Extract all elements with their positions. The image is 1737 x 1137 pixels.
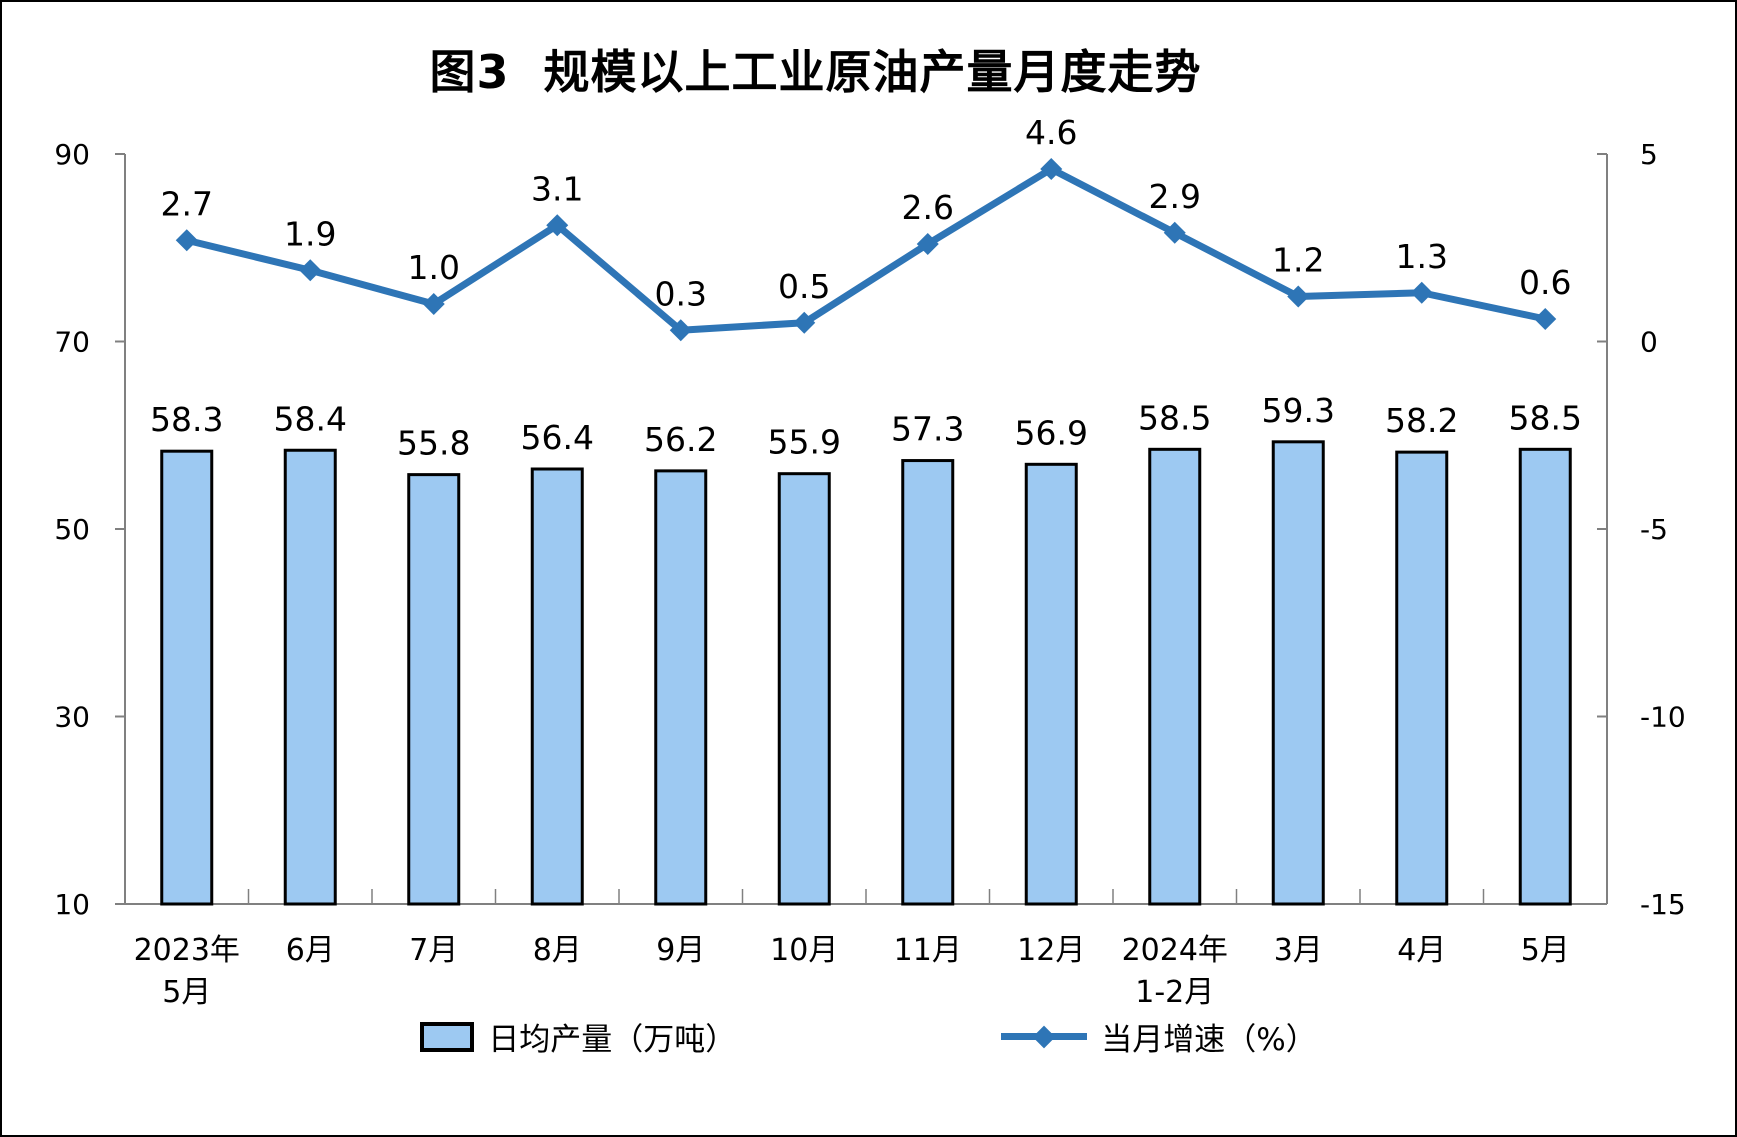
- bar: [530, 467, 584, 906]
- line-value-label: 0.6: [1519, 263, 1571, 302]
- bar: [160, 449, 214, 906]
- line-value-label: 2.7: [161, 184, 213, 223]
- line-marker: [1163, 221, 1186, 244]
- x-axis-category-label: 5月: [1521, 933, 1570, 968]
- chart-title: 图3 规模以上工业原油产量月度走势: [429, 45, 1202, 99]
- legend-bar-label: 日均产量（万吨）: [488, 1022, 737, 1058]
- bar: [901, 459, 955, 906]
- line-value-label: 1.0: [408, 248, 460, 287]
- bar-value-label: 58.5: [1509, 398, 1582, 437]
- legend-item-line: 当月增速（%）: [1001, 1014, 1317, 1059]
- bar-value-label: 55.8: [397, 424, 470, 463]
- bar-value-label: 58.4: [274, 399, 347, 438]
- bar: [654, 469, 708, 906]
- right-axis-tick-label: -10: [1640, 701, 1686, 734]
- line-marker: [1040, 158, 1063, 180]
- bar-value-label: 56.9: [1015, 413, 1088, 452]
- line-marker: [1410, 281, 1433, 304]
- right-axis-tick-label: 5: [1640, 138, 1658, 171]
- x-axis-category-label: 6月: [286, 933, 335, 968]
- x-axis-category-label: 2024年 1-2月: [1122, 933, 1228, 1010]
- diamond-marker-icon: [1032, 1025, 1056, 1048]
- line-marker: [1287, 285, 1310, 308]
- right-axis-tick-label: 0: [1640, 326, 1658, 359]
- bar: [407, 473, 461, 906]
- x-axis-category-label: 7月: [409, 933, 458, 968]
- x-axis-category-label: 9月: [656, 933, 705, 968]
- left-axis-tick-label: 50: [54, 513, 90, 546]
- bar-value-label: 55.9: [768, 423, 841, 462]
- line-value-label: 0.3: [655, 274, 707, 313]
- right-axis-tick-label: -5: [1640, 513, 1668, 546]
- bar-value-label: 56.4: [521, 418, 594, 457]
- line-value-label: 1.2: [1272, 241, 1324, 280]
- line-value-label: 0.5: [778, 267, 830, 306]
- bar: [1395, 450, 1449, 906]
- bar-series-swatch: [420, 1021, 475, 1052]
- x-axis-category-label: 8月: [533, 933, 582, 968]
- bar-value-label: 58.2: [1385, 401, 1458, 440]
- line-marker: [793, 311, 816, 334]
- bar-value-label: 58.3: [150, 400, 223, 439]
- bar: [1148, 447, 1202, 906]
- line-marker: [1534, 308, 1557, 330]
- line-marker: [175, 229, 198, 252]
- line-marker: [299, 259, 322, 282]
- bar-value-label: 59.3: [1262, 391, 1335, 430]
- line-value-label: 1.3: [1396, 237, 1448, 276]
- line-value-label: 3.1: [531, 169, 583, 208]
- line-value-label: 2.9: [1149, 177, 1201, 216]
- line-marker: [916, 233, 939, 255]
- x-axis-category-label: 3月: [1274, 933, 1323, 968]
- left-axis-tick-label: 90: [54, 138, 90, 171]
- x-axis-category-label: 11月: [894, 933, 962, 968]
- x-axis-category-label: 4月: [1397, 933, 1446, 968]
- x-axis-category-label: 12月: [1017, 933, 1085, 968]
- line-series: [185, 165, 1546, 334]
- legend: 日均产量（万吨） 当月增速（%）: [2, 1014, 1735, 1059]
- x-axis-category-label: 10月: [770, 933, 838, 968]
- bar-value-label: 57.3: [891, 410, 964, 449]
- bar: [1271, 440, 1325, 906]
- line-value-label: 1.9: [284, 214, 336, 253]
- bar: [283, 448, 337, 906]
- left-axis-tick-label: 10: [54, 888, 90, 921]
- left-axis-tick-label: 30: [54, 701, 90, 734]
- bar-value-label: 56.2: [644, 420, 717, 459]
- left-axis-tick-label: 70: [54, 326, 90, 359]
- line-marker: [669, 319, 692, 342]
- legend-line-label: 当月增速（%）: [1101, 1022, 1317, 1058]
- bar: [1518, 447, 1572, 906]
- line-marker: [546, 214, 569, 237]
- bar-value-label: 58.5: [1138, 398, 1211, 437]
- bar: [1024, 462, 1078, 906]
- right-axis-tick-label: -15: [1640, 888, 1686, 921]
- legend-item-bar: 日均产量（万吨）: [420, 1014, 736, 1059]
- line-marker: [422, 293, 445, 315]
- line-value-label: 2.6: [902, 188, 954, 227]
- bar: [777, 472, 831, 906]
- x-axis-category-label: 2023年 5月: [134, 933, 240, 1010]
- line-series-swatch: [1001, 1025, 1088, 1048]
- line-value-label: 4.6: [1025, 113, 1077, 152]
